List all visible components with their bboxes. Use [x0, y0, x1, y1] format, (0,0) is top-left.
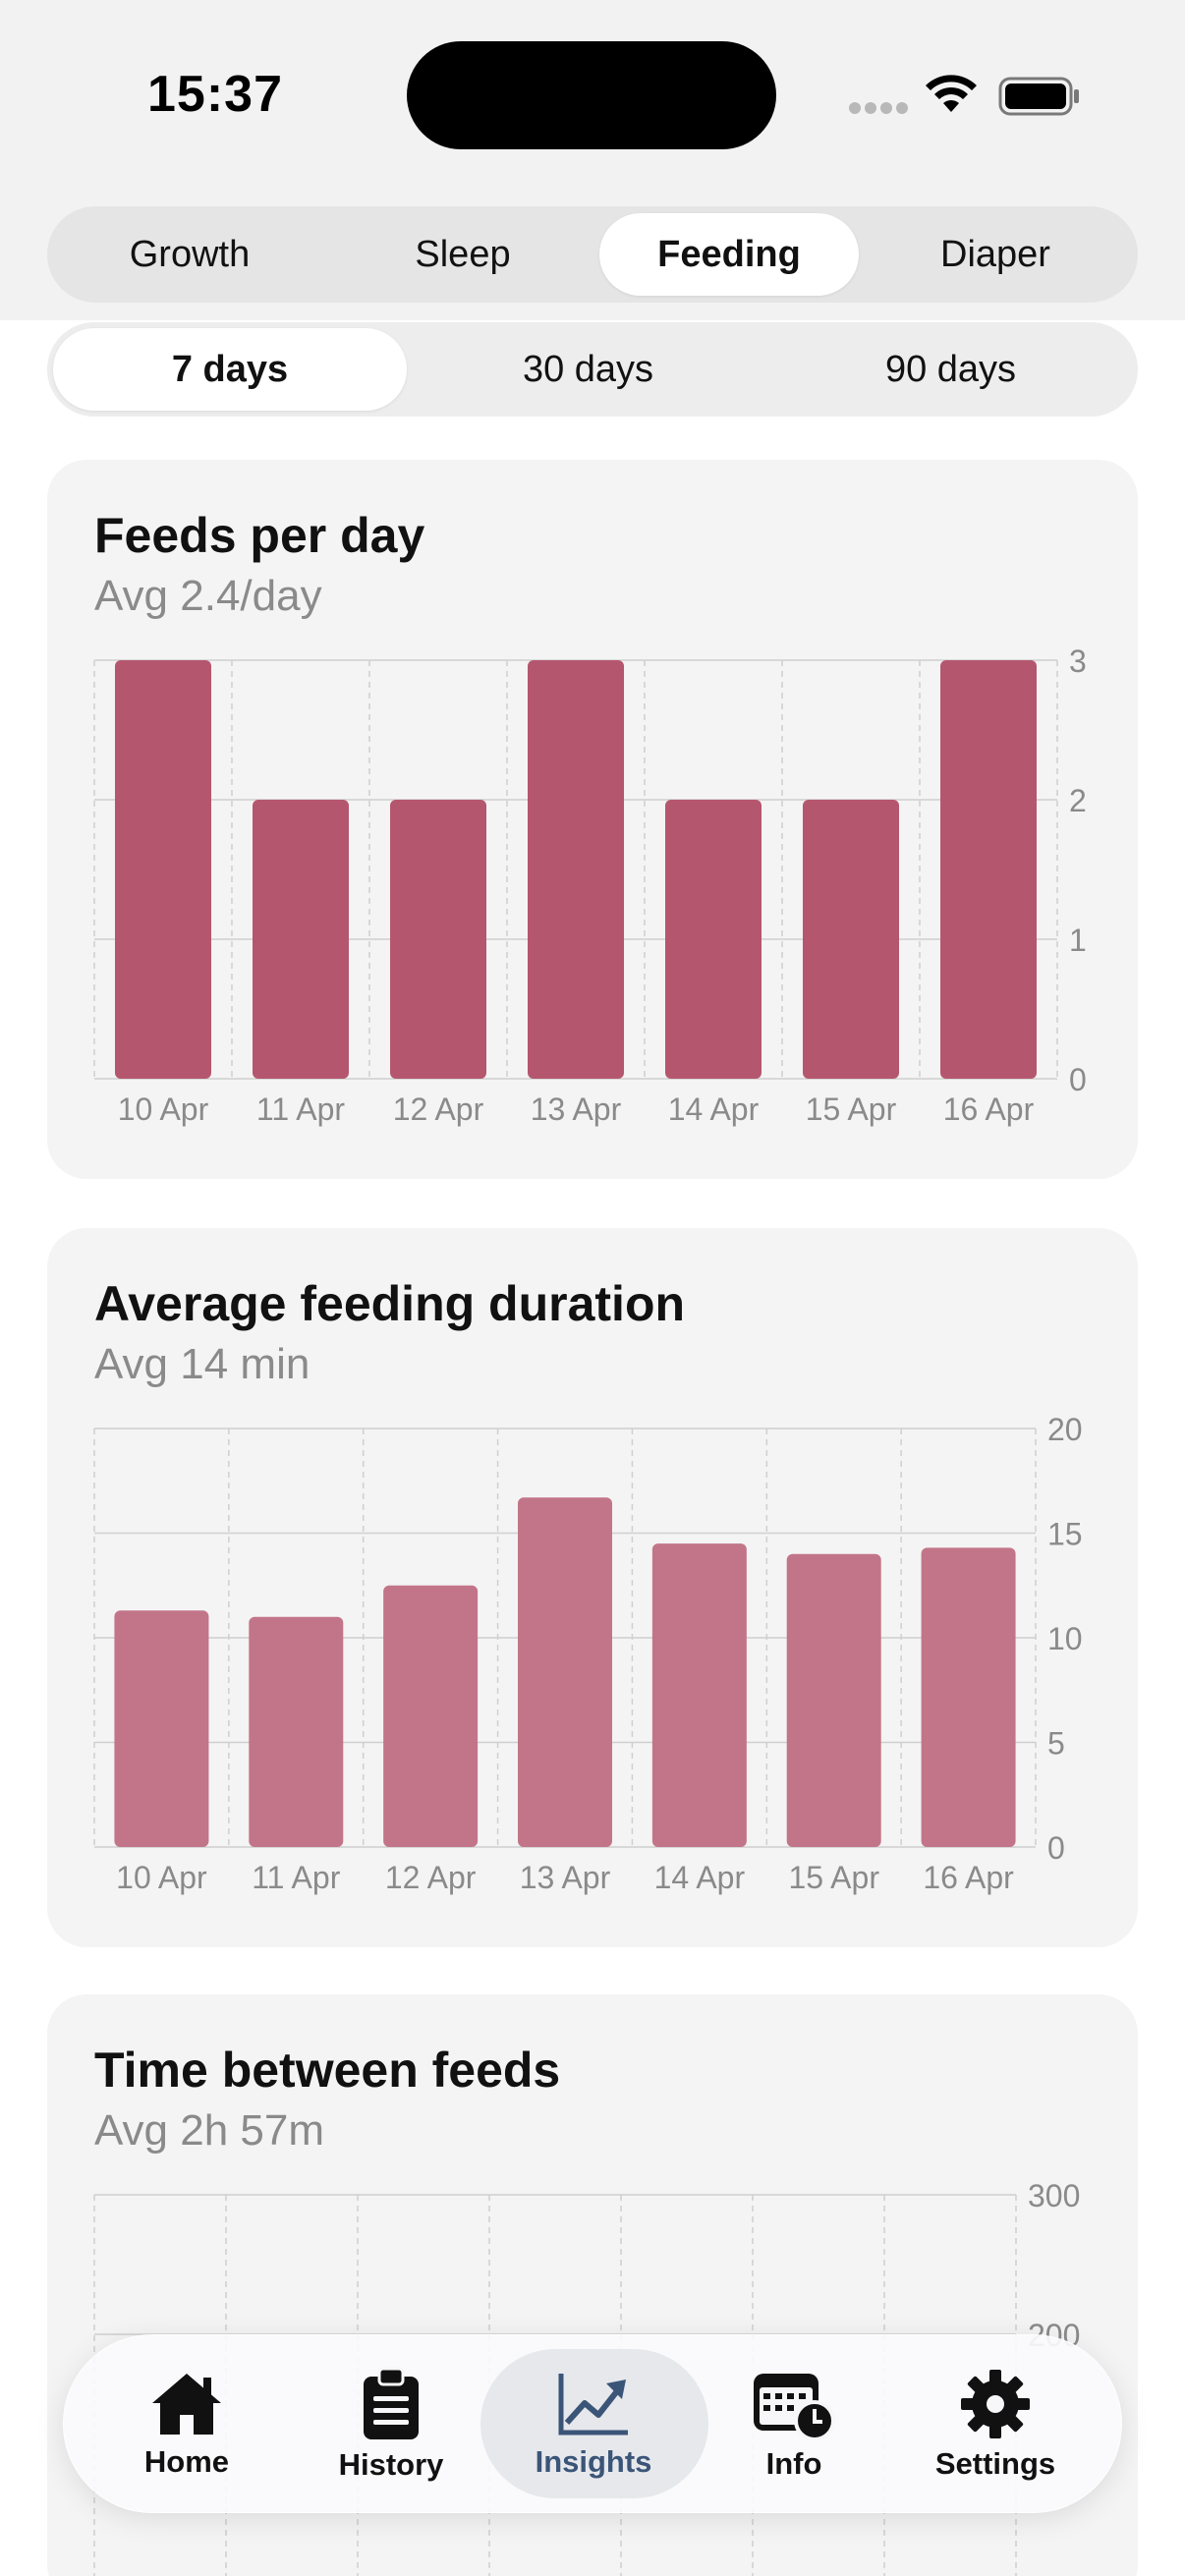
bar	[115, 660, 211, 1079]
card-subtitle: Avg 2h 57m	[94, 2106, 325, 2155]
x-tick-label: 16 Apr	[943, 1092, 1035, 1127]
tabbar-label: History	[338, 2447, 444, 2482]
tab-feeding[interactable]: Feeding	[599, 213, 859, 296]
x-tick-label: 16 Apr	[923, 1860, 1014, 1895]
tab-sleep[interactable]: Sleep	[415, 233, 511, 275]
bar	[940, 660, 1037, 1079]
battery-icon	[998, 77, 1079, 116]
card-title: Average feeding duration	[94, 1276, 686, 1331]
y-tick-label: 0	[1047, 1830, 1065, 1866]
calendar-clock-icon	[754, 2374, 835, 2440]
y-tick-label: 5	[1047, 1726, 1065, 1762]
tab-diaper[interactable]: Diaper	[940, 233, 1050, 275]
y-tick-label: 15	[1047, 1517, 1083, 1552]
tabbar-label: Insights	[535, 2444, 652, 2479]
tabbar-history[interactable]: History	[327, 2335, 455, 2514]
range-selector: 7 days 30 days 90 days	[47, 322, 1138, 417]
card-subtitle: Avg 2.4/day	[94, 572, 322, 620]
bar	[651, 1543, 747, 1847]
x-tick-label: 11 Apr	[256, 1092, 345, 1127]
bar	[803, 800, 899, 1079]
tabbar-label: Info	[765, 2446, 822, 2481]
y-tick-label: 300	[1028, 2178, 1080, 2213]
x-tick-label: 14 Apr	[654, 1860, 746, 1895]
card-title: Time between feeds	[94, 2043, 561, 2098]
x-tick-label: 10 Apr	[116, 1860, 207, 1895]
bar	[249, 1616, 344, 1847]
bar	[253, 800, 349, 1079]
bar	[528, 660, 624, 1079]
y-tick-label: 0	[1069, 1062, 1087, 1097]
y-tick-label: 2	[1069, 783, 1087, 818]
dynamic-island	[407, 41, 776, 149]
x-tick-label: 11 Apr	[252, 1860, 340, 1895]
range-30-days[interactable]: 30 days	[522, 348, 654, 390]
active-tab-highlight	[480, 2349, 708, 2498]
bar	[518, 1497, 612, 1847]
feeds-per-day-card: Feeds per day Avg 2.4/day 0 1 2 3 10 Apr 11 A…	[47, 460, 1138, 1179]
chart-up-icon	[558, 2374, 628, 2436]
bar	[786, 1553, 881, 1847]
tabbar-home[interactable]: Home	[123, 2335, 251, 2514]
status-time: 15:37	[147, 66, 283, 123]
bar	[665, 800, 762, 1079]
y-tick-label: 3	[1069, 644, 1087, 679]
gear-icon	[961, 2370, 1030, 2438]
tabbar-label: Home	[143, 2444, 230, 2479]
feeding-duration-chart: 0 5 10 15 20 10 Apr 11 Apr 12 Apr 13 Apr 14 Apr 15…	[93, 1412, 1083, 1895]
house-icon	[152, 2374, 221, 2435]
tabbar-info[interactable]: Info	[730, 2335, 858, 2514]
bar	[921, 1547, 1016, 1847]
y-tick-label: 20	[1047, 1412, 1083, 1447]
range-90-days[interactable]: 90 days	[884, 348, 1017, 390]
card-title: Feeds per day	[94, 508, 425, 563]
feeding-duration-card: Average feeding duration Avg 14 min 0 5 10…	[47, 1228, 1138, 1947]
y-tick-label: 10	[1047, 1621, 1083, 1656]
bar	[383, 1585, 479, 1847]
x-tick-label: 13 Apr	[531, 1092, 622, 1127]
category-tabs: Growth Sleep Feeding Diaper	[47, 206, 1138, 303]
bar	[390, 800, 486, 1079]
range-7-days[interactable]: 7 days	[53, 328, 407, 411]
tab-growth[interactable]: Growth	[129, 233, 251, 275]
tabbar-label: Settings	[934, 2446, 1056, 2481]
wifi-icon	[926, 75, 977, 112]
tabbar-settings[interactable]: Settings	[927, 2335, 1064, 2514]
x-tick-label: 13 Apr	[520, 1860, 611, 1895]
x-tick-label: 10 Apr	[118, 1092, 209, 1127]
y-tick-label: 1	[1069, 923, 1087, 958]
card-subtitle: Avg 14 min	[94, 1340, 310, 1388]
x-tick-label: 12 Apr	[393, 1092, 484, 1127]
bar	[114, 1610, 209, 1847]
header-area: 15:37 Growth Sleep Feeding Diaper	[0, 0, 1185, 320]
bottom-tab-bar: Home History Insights In	[63, 2334, 1122, 2513]
x-tick-label: 15 Apr	[788, 1860, 879, 1895]
feeds-per-day-chart: 0 1 2 3 10 Apr 11 Apr 12 Apr 13 Apr 14 Apr 15 Apr…	[93, 644, 1087, 1127]
x-tick-label: 12 Apr	[385, 1860, 477, 1895]
x-tick-label: 14 Apr	[668, 1092, 760, 1127]
tabbar-insights[interactable]: Insights	[530, 2335, 657, 2514]
clipboard-icon	[364, 2367, 419, 2439]
x-tick-label: 15 Apr	[806, 1092, 897, 1127]
cellular-icon	[849, 102, 908, 114]
